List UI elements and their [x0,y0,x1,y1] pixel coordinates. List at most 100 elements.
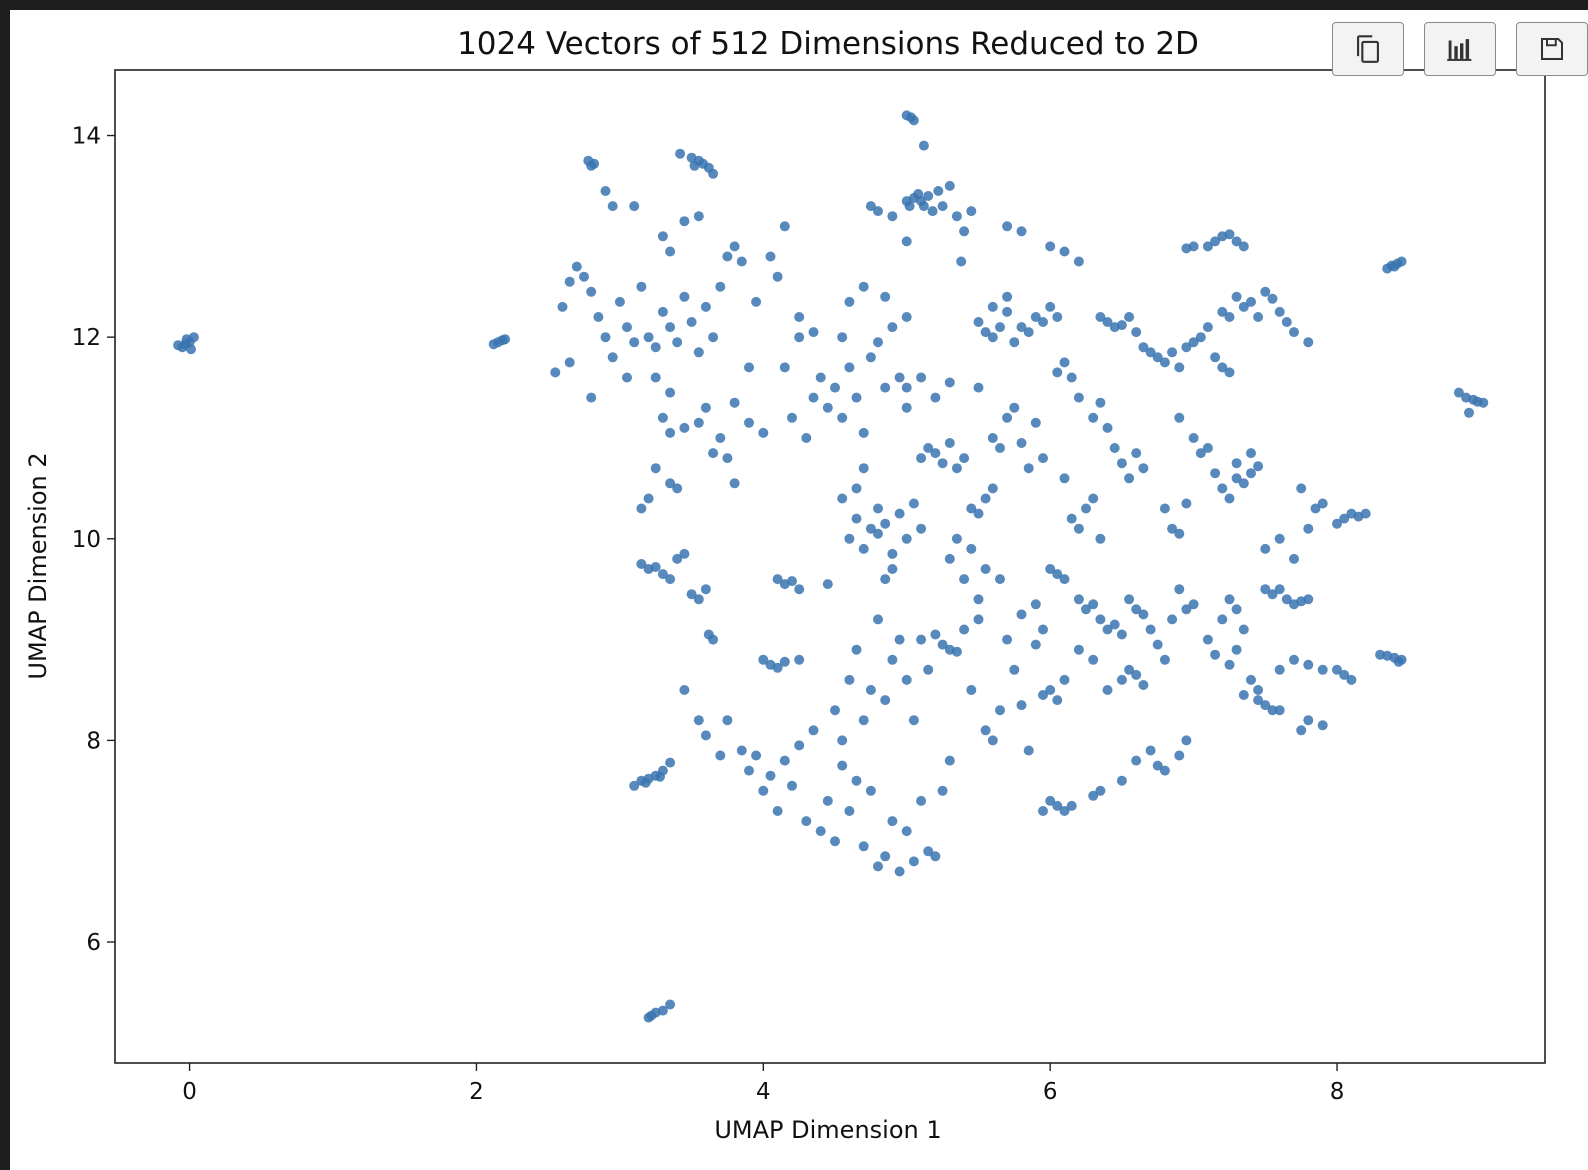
scatter-point [1296,483,1307,494]
scatter-point [944,180,955,191]
scatter-point [1224,229,1235,240]
scatter-point [923,846,934,857]
scatter-point [1231,458,1242,469]
scatter-point [873,337,883,348]
scatter-point [1181,735,1192,746]
scatter-point [951,533,962,544]
scatter-point [918,201,929,212]
scatter-point [1238,301,1249,312]
scatter-point [1152,352,1163,363]
scatter-point [1202,443,1213,453]
scatter-point [715,750,726,761]
scatter-point [1102,685,1113,695]
scatter-point [772,271,783,282]
scatter-point [1360,508,1371,519]
scatter-point [772,806,783,816]
scatter-point [1174,528,1185,539]
scatter-point [1210,352,1221,363]
scatter-point [1238,478,1249,489]
scatter-point [880,291,891,302]
scatter-point [851,392,862,403]
scatter-point [1138,609,1149,620]
scatter-point [1217,306,1228,317]
chart-button[interactable] [1424,22,1496,76]
copy-button[interactable] [1332,22,1404,76]
scatter-point [779,755,790,766]
scatter-point [1081,503,1091,514]
scatter-point [1059,806,1070,816]
y-tick-label: 6 [86,930,101,956]
save-button[interactable] [1516,22,1588,76]
scatter-point [715,281,726,292]
scatter-point [844,674,855,685]
scatter-point [1346,674,1357,685]
x-tick-label: 2 [469,1079,484,1105]
scatter-point [1045,301,1056,312]
scatter-point [1131,669,1142,680]
y-tick-label: 12 [72,325,101,351]
scatter-point [1260,286,1271,297]
scatter-point [1224,367,1235,378]
scatter-point [1253,685,1264,695]
scatter-point [689,160,700,171]
scatter-point [901,312,912,322]
scatter-point [679,548,690,559]
scatter-point [1181,342,1192,353]
scatter-point [693,594,704,605]
scatter-point [837,760,848,771]
scatter-point [887,816,898,827]
scatter-point [908,856,919,867]
scatter-point [744,417,754,428]
scatter-point [865,352,876,363]
scatter-point [708,168,719,179]
scatter-point [1038,806,1048,816]
scatter-point [729,478,740,489]
scatter-point [880,518,891,529]
scatter-point [1464,407,1474,418]
scatter-point [851,483,862,494]
scatter-point [865,201,876,212]
scatter-point [1453,387,1464,398]
copy-icon [1357,35,1379,63]
scatter-point [1073,523,1084,534]
scatter-point [643,332,654,343]
scatter-point [808,725,819,736]
scatter-point [1109,619,1120,630]
scatter-point [980,564,991,574]
scatter-point [629,780,640,791]
scatter-point [865,785,876,796]
scatter-point [657,412,668,423]
scatter-point [873,206,883,217]
scatter-point [973,317,984,327]
scatter-point [1095,312,1106,322]
scatter-point [923,664,934,675]
scatter-point [1152,760,1163,771]
x-tick-label: 8 [1330,1079,1345,1105]
scatter-point [729,397,740,408]
scatter-point [880,382,891,393]
scatter-point [1159,503,1170,514]
scatter-point [1210,468,1221,479]
scatter-point [1145,624,1156,635]
scatter-point [1002,634,1013,645]
scatter-point [1059,574,1070,585]
scatter-point [1038,624,1048,635]
scatter-point [1224,312,1235,322]
scatter-point [607,352,618,363]
scatter-point [1217,614,1228,625]
scatter-point [1124,312,1135,322]
scatter-point [1174,412,1185,423]
scatter-point [987,301,998,312]
scatter-point [930,629,941,640]
scatter-point [1303,337,1314,348]
scatter-point [1267,589,1278,600]
scatter-point [794,654,805,665]
scatter-point [1188,241,1199,252]
scatter-point [1224,659,1235,670]
scatter-point [1052,695,1063,706]
scatter-point [679,291,690,302]
scatter-point [1131,448,1142,459]
scatter-point [1009,664,1020,675]
scatter-point [873,614,883,625]
scatter-point [787,780,797,791]
